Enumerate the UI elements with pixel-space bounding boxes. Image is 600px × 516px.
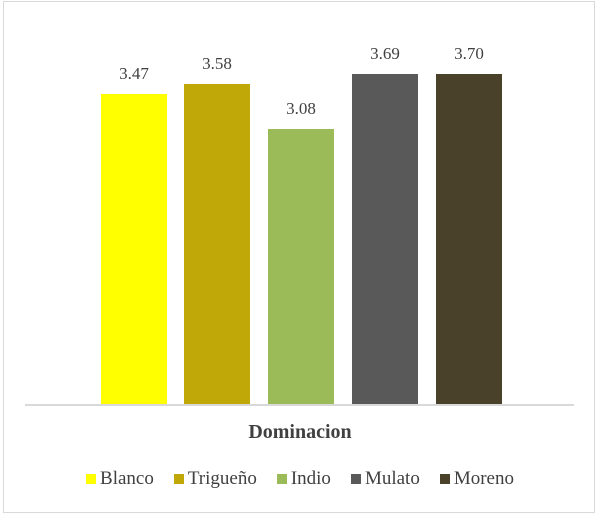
legend-label: Moreno (453, 468, 514, 489)
chart-title: Dominacion (248, 421, 352, 443)
legend-item-indio: Indio (276, 468, 331, 490)
bar-mulato (352, 74, 418, 404)
legend-item-moreno: Moreno (439, 468, 514, 490)
data-label: 3.08 (286, 99, 316, 118)
bar-indio (268, 129, 334, 404)
data-label: 3.47 (119, 64, 149, 83)
data-label: 3.58 (202, 54, 232, 73)
legend-swatch-icon (439, 474, 450, 484)
legend-item-mulato: Mulato (350, 468, 420, 490)
legend-item-trigueno: Trigueño (173, 468, 257, 490)
legend-swatch-icon (276, 474, 287, 484)
legend-label: Blanco (100, 468, 154, 489)
legend-label: Trigueño (187, 468, 257, 489)
bar-blanco (101, 94, 167, 404)
data-label: 3.69 (370, 44, 400, 63)
legend-swatch-icon (173, 474, 184, 484)
bar-moreno (436, 74, 502, 404)
legend-item-blanco: Blanco (86, 468, 154, 490)
legend-label: Mulato (364, 468, 420, 489)
legend: Blanco Trigueño Indio Mulato Moreno (0, 468, 600, 490)
x-axis-line (25, 404, 574, 406)
bar-trigueño (184, 84, 250, 404)
legend-swatch-icon (350, 474, 361, 484)
data-label: 3.70 (454, 44, 484, 63)
legend-label: Indio (290, 468, 331, 489)
legend-swatch-icon (86, 474, 97, 484)
